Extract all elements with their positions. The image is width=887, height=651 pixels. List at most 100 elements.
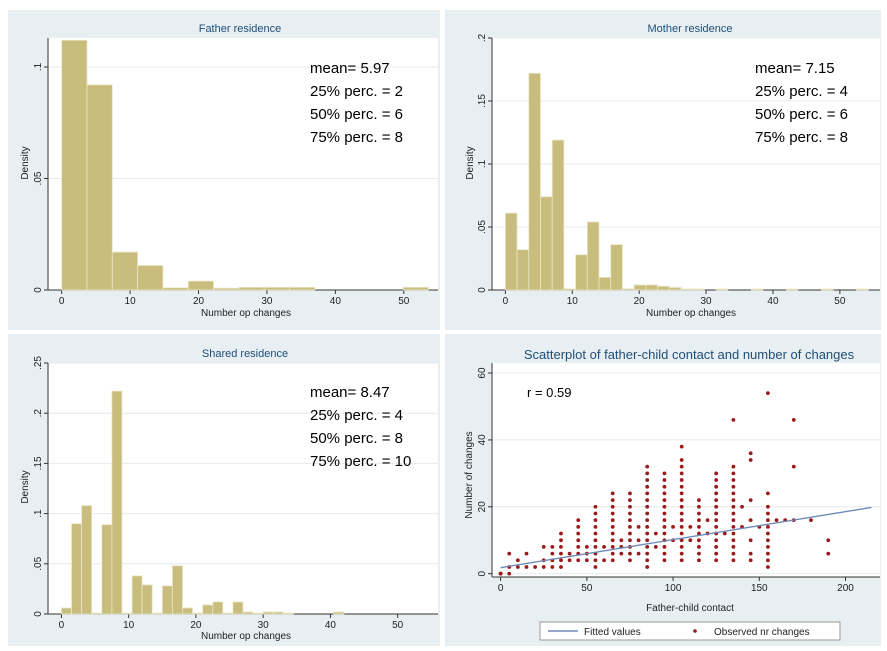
x-tick-label: 0	[503, 296, 509, 307]
data-point	[697, 538, 701, 543]
data-point	[576, 524, 581, 529]
data-point	[524, 551, 529, 556]
data-point	[559, 565, 563, 569]
histogram-bar	[187, 280, 214, 291]
histogram-bar	[242, 611, 254, 615]
histogram-bar	[622, 288, 635, 291]
data-point	[610, 531, 615, 536]
stat-p75: 75% perc. = 8	[310, 129, 403, 146]
scatterplot: 0 20 40 60 0 50 100 150 200	[477, 363, 880, 594]
histogram-bar	[171, 565, 183, 615]
data-point	[610, 491, 615, 496]
data-point	[731, 464, 736, 469]
y-tick-label: .05	[33, 171, 44, 185]
data-point	[766, 524, 770, 529]
data-point	[610, 498, 615, 502]
data-point	[662, 524, 667, 529]
x-tick-label: 40	[767, 296, 779, 307]
data-point	[628, 518, 632, 523]
histogram-bar	[238, 286, 265, 291]
histogram-bar	[715, 288, 729, 291]
data-point	[731, 471, 736, 476]
data-point	[766, 565, 770, 569]
data-point	[766, 391, 770, 395]
data-point	[550, 565, 555, 569]
data-point	[679, 478, 684, 482]
data-point	[662, 551, 667, 556]
x-tick-label: 10	[125, 296, 137, 307]
data-point	[731, 417, 736, 422]
data-point	[619, 551, 624, 556]
data-point	[714, 471, 719, 476]
data-point	[559, 538, 563, 543]
x-tick-label: 20	[634, 296, 646, 307]
data-point	[550, 551, 555, 556]
data-point	[645, 545, 650, 549]
y-axis-label-mother: Density	[465, 146, 476, 179]
histogram-bar	[213, 287, 240, 291]
data-point	[645, 518, 650, 523]
histogram-bar	[101, 524, 113, 615]
data-point	[628, 551, 632, 556]
data-point	[645, 551, 650, 556]
stats-father: mean= 5.97 25% perc. = 2 50% perc. = 6 7…	[310, 60, 403, 146]
y-tick-label: 40	[477, 434, 488, 446]
data-point	[766, 538, 770, 543]
data-point	[515, 565, 520, 569]
x-tick-label: 0	[498, 583, 504, 594]
data-point	[766, 518, 770, 523]
histogram-bar	[272, 611, 284, 615]
data-point	[731, 538, 736, 543]
histogram-bar	[750, 288, 764, 291]
x-tick-label: 0	[59, 296, 65, 307]
data-point	[679, 524, 684, 529]
histogram-bar	[540, 196, 553, 291]
data-point	[731, 478, 736, 482]
data-point	[593, 545, 598, 549]
data-point	[766, 531, 770, 536]
data-point	[748, 458, 753, 462]
stats-shared: mean= 8.47 25% perc. = 4 50% perc. = 8 7…	[310, 384, 411, 470]
histogram-bar	[252, 612, 264, 615]
data-point	[688, 538, 693, 543]
data-point	[714, 524, 719, 529]
data-point	[559, 558, 563, 563]
x-tick-label: 40	[325, 620, 337, 631]
histogram-bar	[162, 287, 189, 291]
data-point	[645, 504, 650, 509]
data-point	[662, 498, 667, 502]
data-point	[679, 444, 684, 449]
data-point	[662, 471, 667, 476]
data-point	[748, 498, 753, 502]
stat-p25: 25% perc. = 4	[755, 83, 848, 100]
histogram-bar	[610, 244, 623, 291]
data-point	[662, 531, 667, 536]
data-point	[515, 558, 520, 563]
data-point	[610, 551, 615, 556]
stat-mean: mean= 8.47	[310, 384, 390, 401]
data-point	[714, 511, 719, 516]
data-point	[645, 464, 650, 469]
x-tick-label: 150	[751, 583, 768, 594]
data-point	[705, 518, 710, 523]
plot-area	[492, 363, 880, 577]
histogram-bar	[657, 285, 670, 291]
histogram-bar	[111, 390, 123, 615]
chart-title-father: Father residence	[199, 23, 282, 35]
legend-point-label: Observed nr changes	[714, 627, 810, 638]
x-tick-label: 30	[261, 296, 273, 307]
data-point	[766, 551, 770, 556]
data-point	[766, 558, 770, 563]
y-tick-label: 0	[477, 570, 488, 576]
data-point	[628, 491, 632, 496]
histogram-bar	[633, 284, 647, 291]
histogram-bar	[232, 601, 244, 615]
data-point	[679, 511, 684, 516]
data-point	[662, 511, 667, 516]
histogram-bar	[516, 249, 530, 291]
histogram-shared: 0 .05 .1 .15 .2 .25 0 10 20 30 40 50	[33, 356, 438, 631]
data-point	[628, 558, 632, 563]
histogram-bar	[575, 254, 588, 291]
data-point	[593, 504, 598, 509]
data-point	[524, 565, 529, 569]
